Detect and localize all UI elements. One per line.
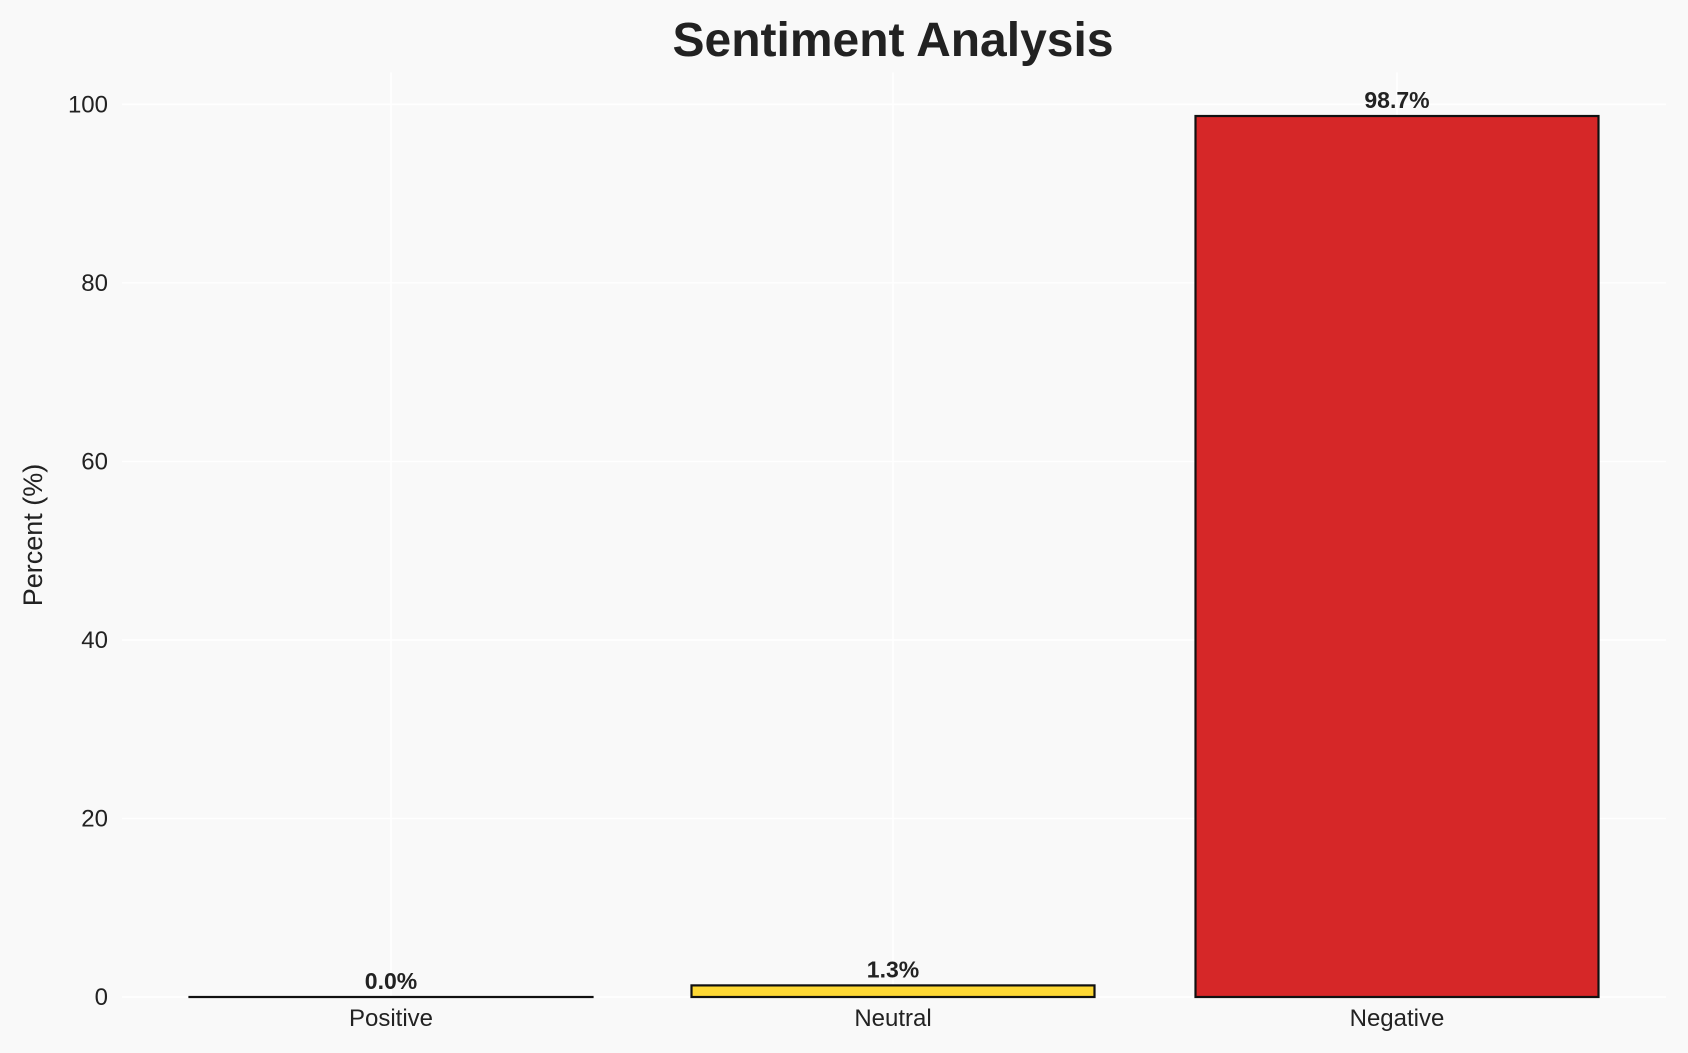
y-tick-label: 0	[95, 984, 108, 1011]
y-axis-label: Percent (%)	[18, 464, 48, 607]
data-labels: 0.0% 1.3% 98.7%	[365, 87, 1430, 994]
y-tick-label: 40	[81, 627, 108, 654]
data-label: 0.0%	[365, 968, 417, 994]
x-tick-label: Negative	[1350, 1005, 1445, 1032]
x-ticks: Positive Neutral Negative	[349, 1005, 1444, 1032]
x-tick-label: Neutral	[854, 1005, 931, 1032]
bars	[188, 114, 1600, 999]
data-label: 98.7%	[1364, 87, 1429, 113]
y-ticks: 0 20 40 60 80 100	[68, 91, 108, 1011]
y-tick-label: 100	[68, 91, 108, 118]
bar-negative	[1194, 114, 1600, 999]
chart-title: Sentiment Analysis	[672, 14, 1113, 67]
y-tick-label: 20	[81, 805, 108, 832]
x-tick-label: Positive	[349, 1005, 433, 1032]
y-tick-label: 60	[81, 448, 108, 475]
y-tick-label: 80	[81, 270, 108, 297]
bar-neutral	[690, 984, 1096, 999]
data-label: 1.3%	[867, 956, 919, 982]
